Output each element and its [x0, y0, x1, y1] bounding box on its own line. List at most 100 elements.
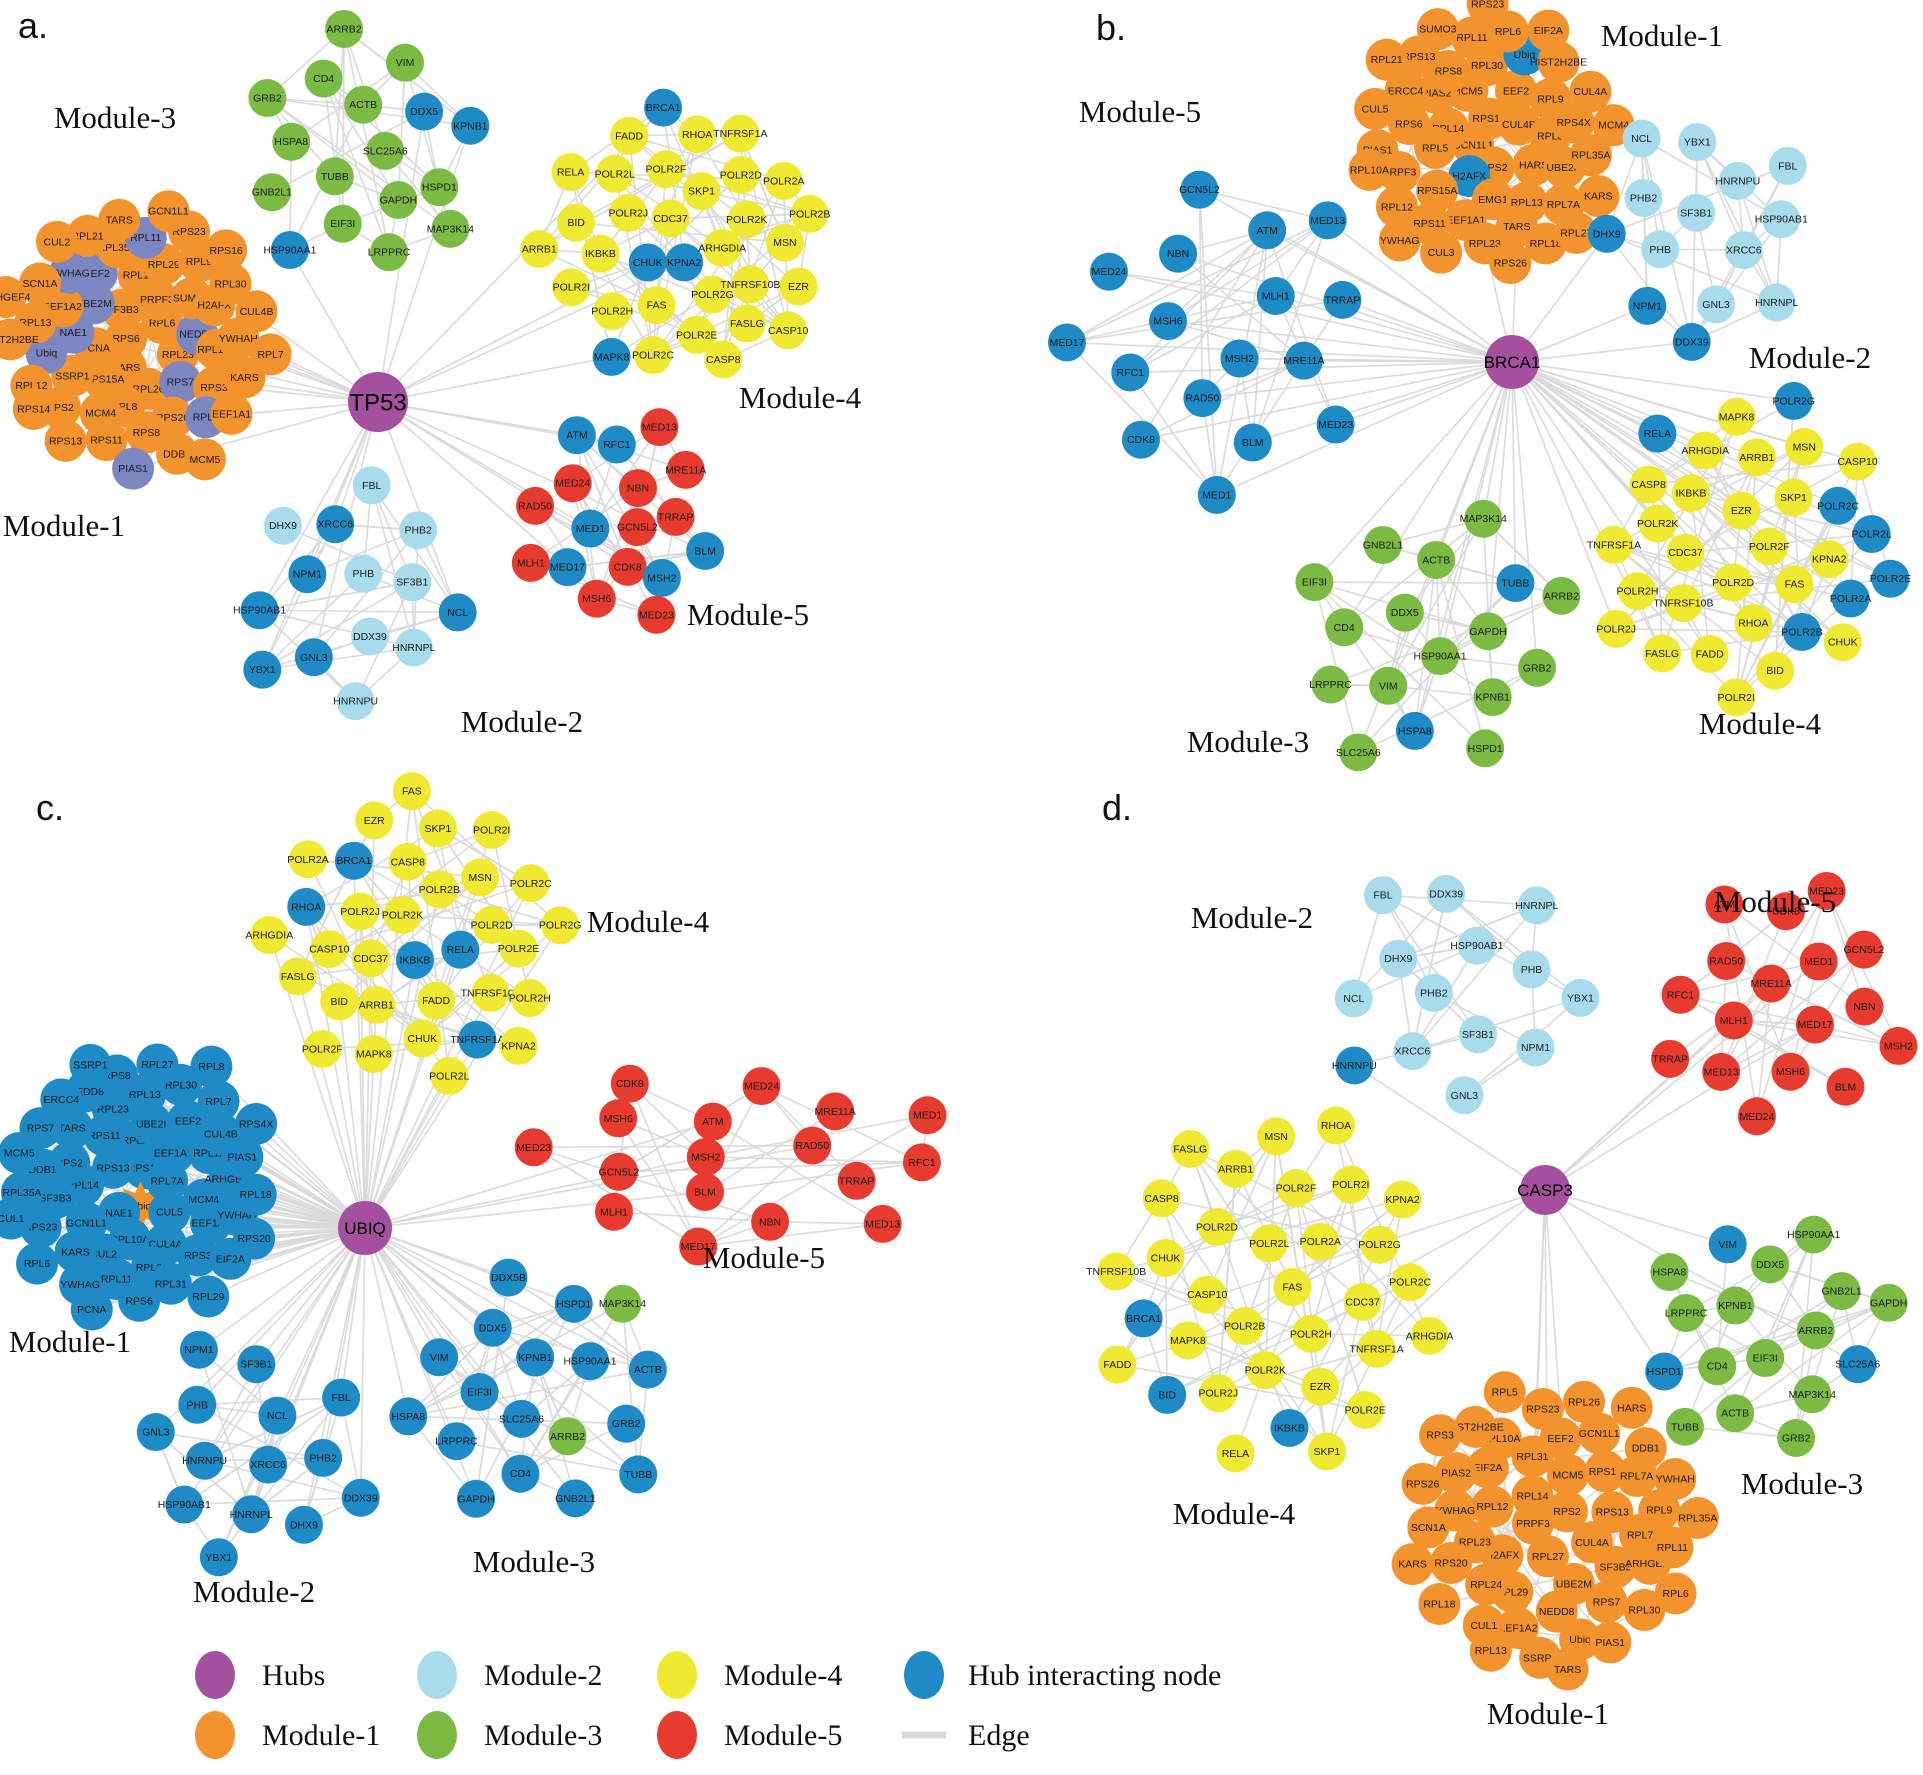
node-PHB2[interactable]: PHB2	[304, 1438, 343, 1477]
node-MED13[interactable]: MED13	[640, 408, 679, 447]
node-DHX9[interactable]: DHX9	[1379, 939, 1418, 978]
node-HSPA8[interactable]: HSPA8	[389, 1397, 428, 1436]
node-CASP8[interactable]: CASP8	[388, 842, 427, 881]
node-POLR2F[interactable]: POLR2F	[302, 1029, 343, 1068]
node-MSH6[interactable]: MSH6	[599, 1099, 638, 1138]
node-SSRP1[interactable]: SSRP1	[69, 1043, 112, 1086]
node-MSH2[interactable]: MSH2	[1879, 1026, 1918, 1065]
node-CHUK[interactable]: CHUK	[403, 1019, 442, 1058]
node-MED23[interactable]: MED23	[1316, 405, 1355, 444]
node-HARS[interactable]: HARS	[1610, 1386, 1653, 1429]
node-MAPK8[interactable]: MAPK8	[1717, 397, 1756, 436]
node-PHB[interactable]: PHB	[1641, 230, 1680, 269]
node-RHOA[interactable]: RHOA	[678, 115, 717, 154]
node-RPL6[interactable]: RPL6	[16, 1242, 59, 1285]
node-RPL29[interactable]: RPL29	[187, 1275, 230, 1318]
node-VIM[interactable]: VIM	[1369, 666, 1408, 705]
node-MSN[interactable]: MSN	[1785, 427, 1824, 466]
node-FADD[interactable]: FADD	[610, 116, 649, 155]
node-BID[interactable]: BID	[1148, 1375, 1187, 1414]
node-KPNB1[interactable]: KPNB1	[1473, 678, 1512, 717]
node-GRB2[interactable]: GRB2	[1518, 648, 1557, 687]
node-RPL7[interactable]: RPL7	[197, 1080, 240, 1123]
node-BRCA1[interactable]: BRCA1	[334, 841, 373, 880]
node-ACTB[interactable]: ACTB	[344, 85, 383, 124]
node-ARHGDIA[interactable]: ARHGDIA	[245, 916, 293, 955]
node-XRCC6[interactable]: XRCC6	[249, 1445, 288, 1484]
node-MED13[interactable]: MED13	[1702, 1052, 1741, 1091]
node-GRB2[interactable]: GRB2	[248, 79, 287, 118]
node-YBX1[interactable]: YBX1	[1678, 123, 1717, 162]
node-HSPA8[interactable]: HSPA8	[1395, 711, 1434, 750]
node-RPL5[interactable]: RPL5	[1483, 1371, 1526, 1414]
node-FASLG[interactable]: FASLG	[1643, 634, 1682, 673]
node-DDB1[interactable]: DDB1	[1624, 1427, 1667, 1470]
node-RPL6[interactable]: RPL6	[1654, 1572, 1697, 1615]
hub-BRCA1[interactable]: BRCA1	[1484, 335, 1541, 389]
node-GNB2L1[interactable]: GNB2L1	[252, 173, 292, 212]
node-RAD50[interactable]: RAD50	[516, 486, 555, 525]
node-MSN[interactable]: MSN	[1257, 1117, 1296, 1156]
node-RPS26[interactable]: RPS26	[1401, 1462, 1444, 1505]
node-RAD50[interactable]: RAD50	[793, 1126, 832, 1165]
node-RFC1[interactable]: RFC1	[1111, 353, 1150, 392]
node-MED17[interactable]: MED17	[1795, 1005, 1834, 1044]
node-FBL[interactable]: FBL	[1364, 876, 1403, 915]
node-KPNA2[interactable]: KPNA2	[665, 243, 704, 282]
node-SLC25A6[interactable]: SLC25A6	[1835, 1345, 1880, 1384]
node-FBL[interactable]: FBL	[1768, 146, 1807, 185]
node-FADD[interactable]: FADD	[1098, 1345, 1137, 1384]
node-ERCC4[interactable]: ERCC4	[40, 1078, 83, 1121]
node-POLR2K[interactable]: POLR2K	[382, 895, 423, 934]
node-POLR2L[interactable]: POLR2L	[595, 154, 635, 193]
node-CHUK[interactable]: CHUK	[628, 243, 667, 282]
node-MRE11A[interactable]: MRE11A	[665, 450, 706, 489]
node-POLR2I[interactable]: POLR2I	[1331, 1165, 1370, 1204]
node-RPS3[interactable]: RPS3	[1419, 1414, 1462, 1457]
node-MSH6[interactable]: MSH6	[1149, 302, 1188, 341]
node-CASP8[interactable]: CASP8	[1629, 465, 1668, 504]
node-RHOA[interactable]: RHOA	[1316, 1106, 1355, 1145]
hub-CASP3[interactable]: CASP3	[1517, 1165, 1573, 1215]
node-NCL[interactable]: NCL	[438, 593, 477, 632]
node-RPL10A[interactable]: RPL10A	[1348, 148, 1391, 191]
node-MRE11A[interactable]: MRE11A	[814, 1092, 856, 1131]
node-MED24[interactable]: MED24	[553, 464, 592, 503]
node-MAPK8[interactable]: MAPK8	[1168, 1321, 1207, 1360]
node-ACTB[interactable]: ACTB	[628, 1350, 667, 1389]
node-POLR2C[interactable]: POLR2C	[1389, 1263, 1432, 1302]
node-TARS[interactable]: TARS	[98, 198, 141, 241]
node-CASP8[interactable]: CASP8	[1142, 1179, 1181, 1218]
node-MED23[interactable]: MED23	[514, 1128, 553, 1167]
node-SKP1[interactable]: SKP1	[1774, 478, 1813, 517]
node-GCN5L2[interactable]: GCN5L2	[599, 1152, 640, 1191]
node-RPS14[interactable]: RPS14	[12, 387, 55, 430]
node-SKP1[interactable]: SKP1	[1307, 1432, 1346, 1471]
node-RPL21[interactable]: RPL21	[1365, 38, 1408, 81]
node-CD4[interactable]: CD4	[1325, 608, 1364, 647]
node-IKBKB[interactable]: IKBKB	[1671, 474, 1710, 513]
node-PHB[interactable]: PHB	[344, 554, 383, 593]
node-PIAS1[interactable]: PIAS1	[1589, 1621, 1632, 1664]
node-EIF3I[interactable]: EIF3I	[1295, 563, 1334, 602]
node-CD4[interactable]: CD4	[304, 59, 343, 98]
node-MAPK8[interactable]: MAPK8	[354, 1035, 393, 1074]
node-PIAS1[interactable]: PIAS1	[112, 447, 155, 490]
node-MLH1[interactable]: MLH1	[1256, 277, 1295, 316]
node-HSPD1[interactable]: HSPD1	[554, 1284, 593, 1323]
node-RHOA[interactable]: RHOA	[1734, 604, 1773, 643]
node-DDX5[interactable]: DDX5	[1751, 1245, 1790, 1284]
node-RPS16[interactable]: RPS16	[205, 229, 248, 272]
node-TUBB[interactable]: TUBB	[1496, 564, 1535, 603]
node-CDK8[interactable]: CDK8	[608, 547, 647, 586]
node-RPS7[interactable]: RPS7	[1585, 1581, 1628, 1624]
node-RFC1[interactable]: RFC1	[597, 425, 636, 464]
node-KARS[interactable]: KARS	[1391, 1543, 1434, 1586]
node-CHUK[interactable]: CHUK	[1146, 1238, 1185, 1277]
node-MLH1[interactable]: MLH1	[511, 543, 550, 582]
node-MAPK8[interactable]: MAPK8	[592, 337, 631, 376]
node-TUBB[interactable]: TUBB	[619, 1455, 658, 1494]
node-TRRAP[interactable]: TRRAP	[1651, 1039, 1690, 1078]
node-LRPPRC[interactable]: LRPPRC	[435, 1422, 478, 1461]
node-EIF3I[interactable]: EIF3I	[323, 204, 362, 243]
